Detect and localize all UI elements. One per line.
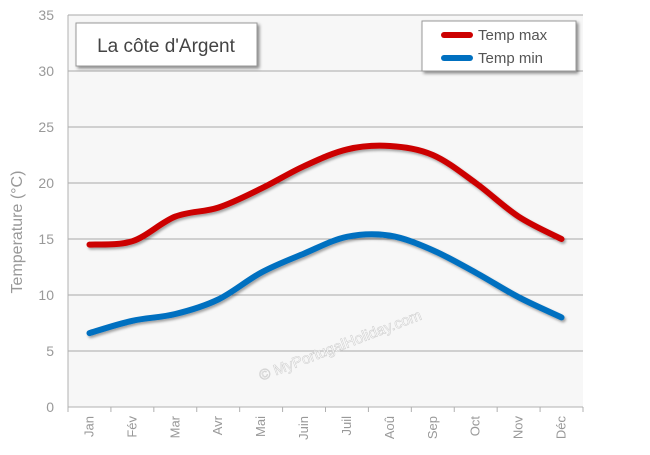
- y-tick-label: 20: [38, 175, 54, 191]
- legend: Temp max Temp min: [421, 20, 577, 72]
- axes: [67, 15, 584, 412]
- y-tick-label: 15: [38, 231, 54, 247]
- title-box: La côte d'Argent: [75, 22, 258, 67]
- y-tick-label: 35: [38, 7, 54, 23]
- x-tick-label: Juil: [339, 416, 354, 436]
- series-lines: [86, 142, 565, 337]
- x-tick-label: Sep: [425, 416, 440, 439]
- y-tick-label: 0: [46, 399, 54, 415]
- y-tick-label: 25: [38, 119, 54, 135]
- x-tick-label: Aoû: [382, 416, 397, 439]
- x-tick-label: Mar: [167, 415, 182, 438]
- x-tick-label: Avr: [210, 415, 225, 435]
- plot-area: [68, 15, 583, 407]
- legend-label: Temp min: [478, 50, 543, 67]
- y-axis-label: Temperature (°C): [9, 171, 26, 294]
- x-tick-label: Oct: [468, 416, 483, 437]
- x-tick-label: Jan: [81, 416, 96, 437]
- x-tick-label: Déc: [554, 416, 569, 440]
- y-tick-label: 10: [38, 287, 54, 303]
- legend-label: Temp max: [478, 27, 548, 44]
- x-tick-labels: Jan Fév Mar Avr Mai Juin Juil Aoû Sep Oct Nov Déc: [81, 415, 568, 440]
- x-tick-label: Fév: [124, 416, 139, 438]
- x-tick-label: Juin: [296, 416, 311, 440]
- x-tick-label: Nov: [511, 416, 526, 440]
- y-tick-labels: 0 5 10 15 20 25 30 35: [38, 7, 54, 415]
- chart-title: La côte d'Argent: [97, 36, 235, 57]
- y-tick-label: 5: [46, 343, 54, 359]
- series-line-temp-max: [86, 142, 565, 248]
- y-tick-label: 30: [38, 63, 54, 79]
- x-tick-label: Mai: [253, 416, 268, 437]
- series-line-temp-min: [86, 231, 565, 337]
